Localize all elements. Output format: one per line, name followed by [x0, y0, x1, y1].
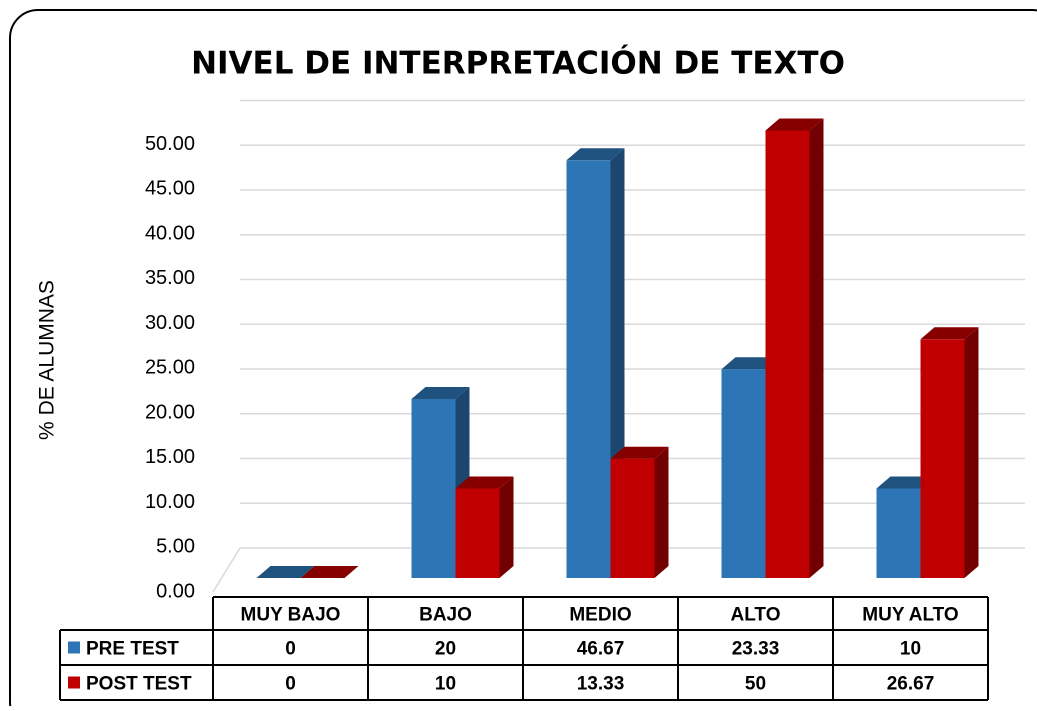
y-tick-label: 20.00 [145, 401, 195, 423]
legend-swatch [68, 641, 80, 654]
table-value: 50 [745, 674, 766, 695]
bar-top [455, 476, 514, 489]
bar [721, 369, 766, 578]
legend-swatch [68, 676, 80, 689]
chart-title: NIVEL DE INTERPRETACIÓN DE TEXTO [191, 45, 845, 82]
table-value: 13.33 [577, 674, 625, 695]
bar-top [920, 327, 979, 340]
bar-top [256, 566, 315, 578]
y-tick-label: 45.00 [145, 178, 195, 200]
bar-side [499, 476, 514, 578]
table-value: 26.67 [887, 674, 935, 695]
x-tick-label: MUY BAJO [241, 605, 341, 626]
table-value: 10 [900, 639, 921, 660]
bar-top [765, 118, 824, 131]
bar [411, 399, 456, 578]
bar [876, 488, 921, 578]
legend-label: PRE TEST [86, 639, 179, 660]
bar [920, 339, 965, 578]
bar-side [809, 118, 824, 578]
bar-top [721, 357, 780, 370]
y-tick-label: 50.00 [145, 133, 195, 155]
y-tick-label: 30.00 [145, 312, 195, 334]
x-tick-label: MUY ALTO [862, 605, 958, 626]
y-tick-label: 0.00 [156, 580, 195, 602]
y-tick-label: 35.00 [145, 267, 195, 289]
bar-top [610, 446, 669, 459]
y-axis-label: % DE ALUMNAS [36, 280, 59, 440]
table-value: 23.33 [732, 639, 780, 660]
bar [455, 488, 500, 578]
bar-top [411, 387, 470, 399]
y-tick-label: 5.00 [156, 536, 195, 558]
table-value: 10 [435, 674, 456, 695]
x-tick-label: BAJO [419, 605, 472, 626]
y-tick-label: 10.00 [145, 491, 195, 513]
y-tick-label: 15.00 [145, 446, 195, 468]
bar-side [964, 327, 979, 578]
bar-side [654, 446, 669, 578]
table-value: 46.67 [577, 639, 625, 660]
bar-top [876, 476, 935, 489]
table-value: 20 [435, 639, 456, 660]
bar [765, 130, 810, 578]
y-tick-label: 25.00 [145, 357, 195, 379]
legend-label: POST TEST [86, 674, 192, 695]
bar [566, 160, 611, 578]
table-value: 0 [285, 639, 296, 660]
y-tick-label: 40.00 [145, 222, 195, 244]
bar-top [300, 566, 359, 578]
x-tick-label: ALTO [731, 605, 781, 626]
floor-edge [212, 547, 241, 593]
table-value: 0 [285, 674, 296, 695]
bar [610, 458, 655, 578]
bar-top [566, 148, 625, 161]
x-tick-label: MEDIO [569, 605, 631, 626]
